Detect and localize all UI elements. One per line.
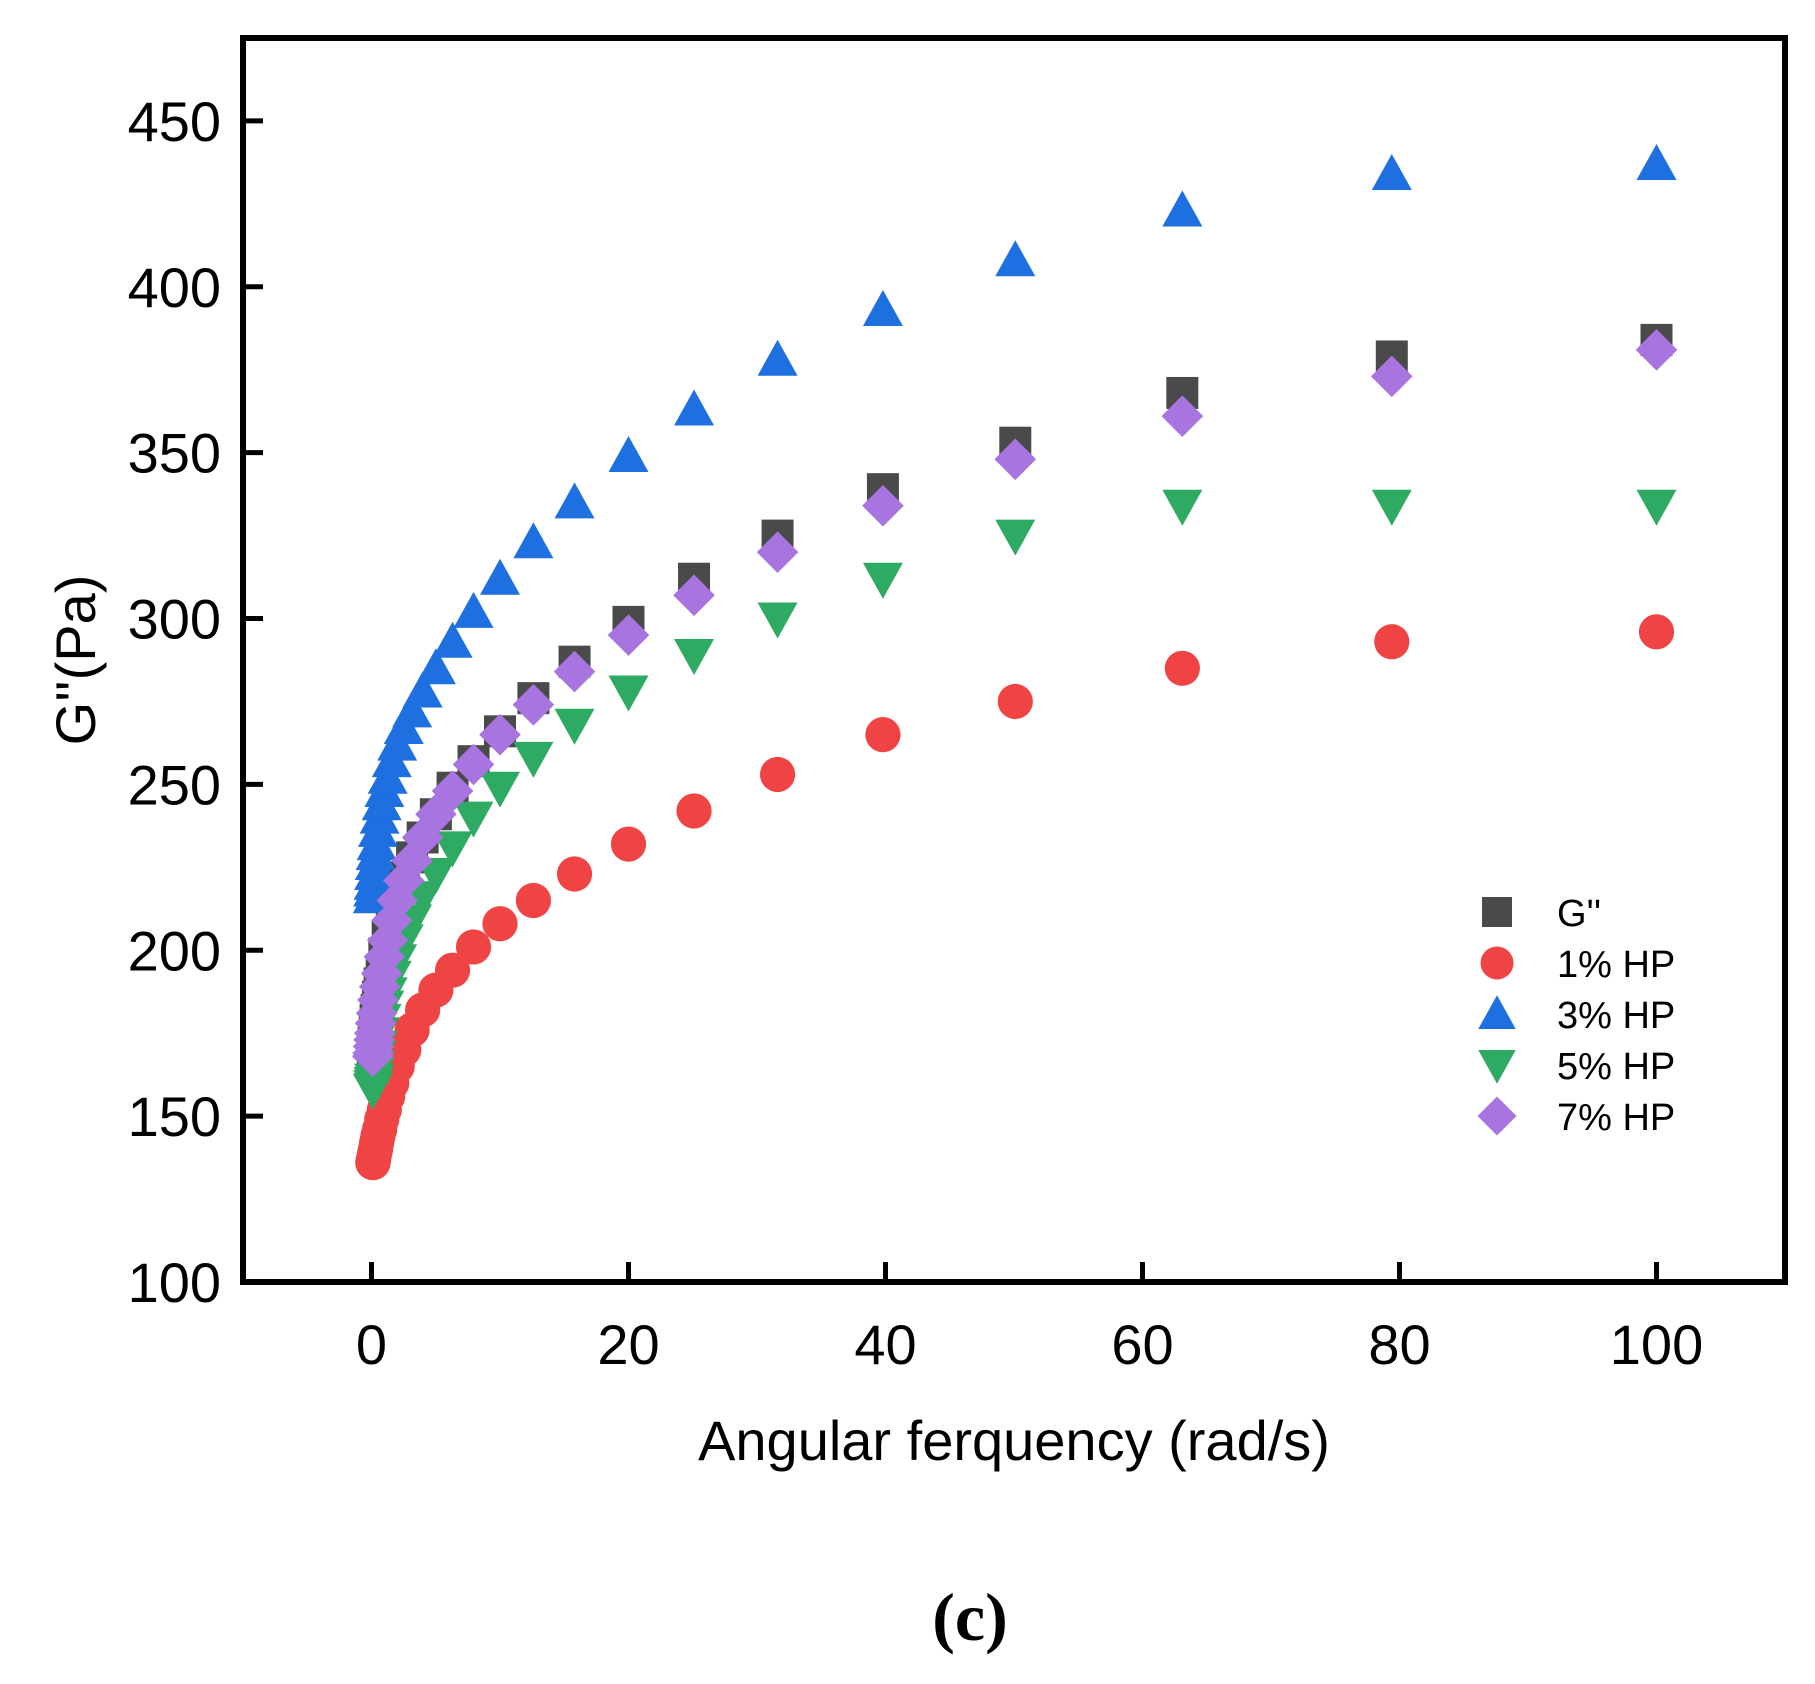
legend-label: 5% HP [1557,1046,1675,1088]
data-point [382,859,425,902]
data-point [995,519,1036,556]
data-point [513,522,554,559]
data-point [756,531,799,573]
data-point [480,558,520,595]
data-point [1371,489,1412,526]
axis-ticks: 0 20 40 60 80 100 100 150 200 250 300 350 400 450 [128,90,1704,1376]
data-point [1161,395,1204,437]
data-point [759,756,796,793]
x-tick-label: 0 [356,1313,387,1376]
legend-marker [1478,995,1516,1029]
series-1-hp [355,614,1675,1181]
data-point [1374,624,1410,660]
panel-label: (c) [932,1579,1007,1655]
data-point [554,482,595,519]
data-point [674,639,715,676]
data-point [1638,614,1675,650]
x-tick-label: 60 [1111,1313,1173,1376]
x-tick-label: 100 [1610,1313,1703,1376]
data-point [479,713,521,756]
data-point [512,683,555,726]
data-point [432,831,473,868]
data-point [1636,489,1677,526]
series-5-hp [352,489,1677,1110]
data-point [997,683,1033,720]
data-point [453,801,494,838]
data-point [515,882,552,919]
data-point [480,771,520,808]
data-point [674,389,715,426]
data-point [452,743,495,786]
data-point [1635,329,1678,371]
y-tick-label: 400 [128,256,221,319]
data-point [1371,154,1412,191]
y-tick-label: 100 [128,1251,221,1314]
series-3-hp [352,144,1677,914]
data-point [1162,489,1203,526]
data-point [608,435,649,472]
data-point [431,770,474,812]
y-tick-label: 200 [128,919,221,982]
data-point [757,602,798,639]
data-point [862,484,904,527]
legend-label: G'' [1557,893,1601,935]
data-point [553,650,596,693]
data-point [608,675,649,712]
data-point [482,906,518,942]
data-point [453,591,494,628]
data-point [865,717,901,753]
data-point [676,793,712,829]
legend: G'' 1% HP 3% HP 5% HP 7% HP [1477,893,1675,1139]
data-point [610,826,647,862]
legend-label: 7% HP [1557,1097,1675,1139]
data-point [995,240,1036,277]
data-point [402,671,443,708]
legend-label: 1% HP [1557,944,1675,986]
legend-label: 3% HP [1557,995,1675,1037]
data-point [1164,650,1200,686]
data-marks [351,144,1678,1181]
data-point [862,290,903,327]
data-point [432,621,473,658]
y-tick-label: 150 [128,1085,221,1148]
data-point [434,952,471,988]
y-axis-title: G''(Pa) [44,575,107,746]
data-point [556,856,593,892]
data-point [1636,144,1677,181]
legend-marker [1480,946,1514,980]
data-point [757,339,798,376]
data-point [415,648,456,685]
y-tick-label: 450 [128,90,221,153]
y-tick-label: 350 [128,422,221,485]
x-tick-label: 20 [597,1313,659,1376]
data-point [994,438,1037,481]
legend-marker [1478,1050,1516,1084]
data-point [1370,355,1413,398]
data-point [673,574,715,617]
y-tick-label: 300 [128,588,221,651]
x-axis-title: Angular ferquency (rad/s) [698,1409,1330,1472]
plot-frame [240,35,1788,1285]
legend-marker [1482,897,1512,927]
data-point [607,614,650,656]
data-point [392,691,433,728]
data-point [554,708,595,745]
data-point [1162,190,1203,227]
data-point [862,562,903,599]
x-tick-label: 80 [1368,1313,1430,1376]
x-tick-label: 40 [854,1313,916,1376]
y-tick-label: 250 [128,753,221,816]
legend-marker [1477,1096,1517,1136]
series-7-hp [351,329,1678,1078]
data-point [455,929,492,965]
data-point [513,741,554,778]
